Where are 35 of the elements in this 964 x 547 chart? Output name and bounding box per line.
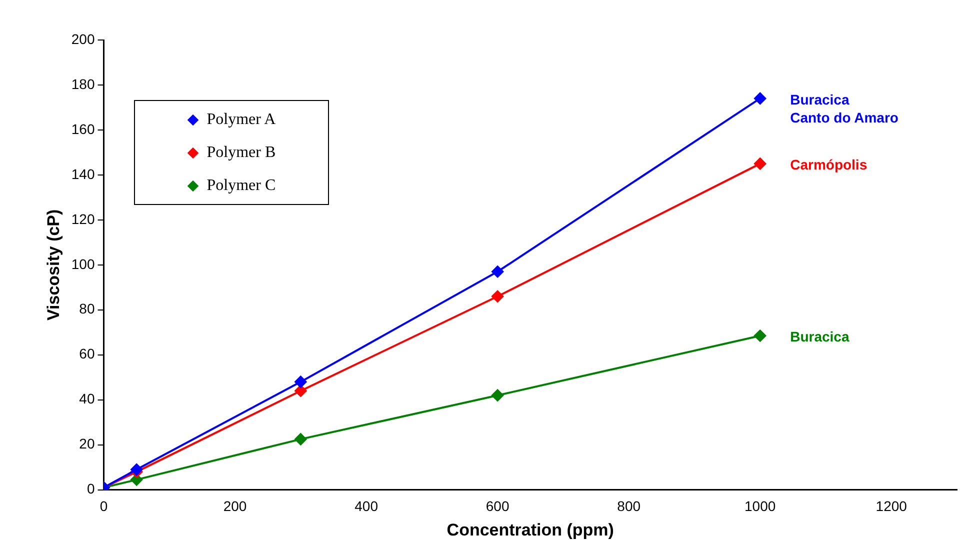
annotation: Buracica Canto do Amaro: [790, 91, 898, 126]
point: [492, 290, 504, 302]
annotation: Carmópolis: [790, 156, 868, 173]
y-tick-label: 140: [71, 166, 95, 182]
y-tick-label: 40: [79, 390, 95, 407]
point: [492, 389, 504, 402]
point: [754, 158, 766, 170]
legend-label: Polymer B: [206, 144, 276, 162]
x-tick-label: 400: [354, 498, 378, 514]
y-tick-label: 180: [71, 76, 95, 92]
point: [754, 92, 766, 104]
x-tick-label: 600: [486, 498, 510, 514]
y-axis-title: Viscosity (cP): [44, 209, 63, 320]
y-tick-label: 100: [71, 256, 95, 272]
point: [754, 330, 766, 342]
y-tick-label: 200: [71, 30, 95, 47]
x-axis-title: Concentration (ppm): [446, 520, 614, 540]
point: [294, 376, 307, 388]
y-tick-label: 160: [71, 120, 95, 137]
x-tick-label: 800: [617, 498, 641, 514]
point: [294, 433, 307, 446]
y-tick-label: 20: [79, 436, 95, 452]
x-tick-label: 0: [100, 498, 108, 514]
x-tick-label: 1000: [744, 498, 776, 514]
legend-label: Polymer A: [206, 110, 276, 128]
point: [492, 266, 504, 278]
y-tick-label: 120: [71, 210, 95, 227]
y-tick-label: 60: [79, 346, 95, 362]
annotation: Buracica: [790, 328, 850, 345]
y-tick-label: 80: [79, 300, 95, 317]
point: [294, 384, 307, 397]
y-tick-label: 0: [86, 480, 95, 497]
x-tick-label: 1200: [876, 498, 908, 514]
legend-label: Polymer C: [206, 176, 276, 194]
x-tick-label: 200: [223, 498, 247, 514]
